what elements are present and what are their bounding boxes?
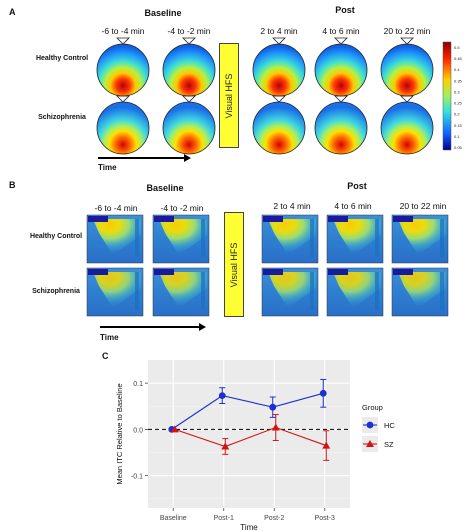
topomap-sz-2 xyxy=(252,95,306,155)
spectrogram-tile xyxy=(391,267,449,317)
panel-c-chart: 0.1 0.0 -0.1 Baseline Post-1 Post-2 Post-3 Time… xyxy=(115,360,395,531)
colorbar-tick-label: 0.35 xyxy=(454,78,463,83)
panel-a-row-hc: Healthy Control xyxy=(35,55,89,62)
data-point-hc xyxy=(218,392,226,400)
panel-a-time-4: 20 to 22 min xyxy=(383,26,431,36)
panel-b-hfs-box: Visual HFS xyxy=(224,212,244,317)
legend-marker-sz xyxy=(366,440,374,447)
panel-a-post-title: Post xyxy=(335,5,355,15)
panel-a-label: A xyxy=(9,7,16,17)
colorbar-tick-label: 0.15 xyxy=(454,123,463,128)
data-point-sz xyxy=(322,441,331,449)
spectrogram-tile xyxy=(152,267,210,317)
panel-a-time-0: -6 to -4 min xyxy=(101,26,145,36)
data-point-sz xyxy=(271,423,280,431)
legend-title: Group xyxy=(362,403,383,412)
panel-b-time-0: -6 to -4 min xyxy=(94,203,138,213)
panel-b-time-arrowhead xyxy=(199,323,206,331)
panel-b-row-hc: Healthy Control xyxy=(29,233,83,240)
panel-b-time-arrow xyxy=(100,326,200,328)
panel-a-topomaps: 0.5 0.45 0.4 0.35 0.3 0.25 0.2 0.15 0.1 0.05 xyxy=(96,37,463,155)
spectrogram-tile xyxy=(326,214,384,264)
panel-a-time-1: -4 to -2 min xyxy=(167,26,211,36)
series-line-hc xyxy=(171,392,324,430)
panel-a-time-label: Time xyxy=(98,163,117,172)
x-tick-label: Post-2 xyxy=(264,515,284,522)
data-point-hc xyxy=(269,403,277,411)
panel-a-colorbar xyxy=(442,41,452,151)
panel-a-colorbar-ticks: 0.5 0.45 0.4 0.35 0.3 0.25 0.2 0.15 0.1 0.05 xyxy=(454,45,463,150)
spectrogram-tile xyxy=(326,267,384,317)
legend-label: SZ xyxy=(384,440,394,449)
spectrogram-tile xyxy=(261,267,319,317)
topomap-sz-0 xyxy=(96,95,150,155)
colorbar-tick-label: 0.3 xyxy=(454,89,460,94)
colorbar-tick-label: 0.1 xyxy=(454,134,460,139)
colorbar-tick-label: 0.25 xyxy=(454,101,463,106)
panel-a-hfs-box: Visual HFS xyxy=(219,43,239,148)
y-tick-label: 0.0 xyxy=(133,427,143,434)
topomap-sz-3 xyxy=(314,95,368,155)
plot-background xyxy=(148,360,350,508)
panel-b-row-sz: Schizophrenia xyxy=(32,288,80,295)
x-axis-label: Time xyxy=(240,523,258,531)
x-tick-label: Post-3 xyxy=(315,515,335,522)
spectrogram-tile xyxy=(152,214,210,264)
panel-b-post-title: Post xyxy=(347,181,367,191)
panel-c-label: C xyxy=(102,351,109,361)
panel-a-time-2: 2 to 4 min xyxy=(260,26,298,36)
series-line-sz xyxy=(174,426,327,448)
y-axis-label: Mean ITC Relative to Baseline xyxy=(115,383,124,484)
panel-a-row-sz: Schizophrenia xyxy=(38,114,86,121)
panel-b-time-4: 20 to 22 min xyxy=(399,201,447,211)
colorbar-tick-label: 0.4 xyxy=(454,67,460,72)
spectrogram-tile xyxy=(86,267,144,317)
x-tick-label: Baseline xyxy=(160,515,187,522)
panel-a-baseline-title: Baseline xyxy=(144,8,182,18)
colorbar-tick-label: 0.2 xyxy=(454,112,460,117)
colorbar-tick-label: 0.5 xyxy=(454,45,460,50)
data-point-sz xyxy=(221,442,230,450)
panel-b-time-2: 2 to 4 min xyxy=(273,201,311,211)
spectrogram-tile xyxy=(86,214,144,264)
panel-b-spectrograms xyxy=(86,214,449,317)
colorbar-tick-label: 0.05 xyxy=(454,145,463,150)
legend-label: HC xyxy=(384,421,395,430)
topomap-hc-3 xyxy=(314,37,368,97)
panel-b-label: B xyxy=(9,180,16,190)
legend-marker-hc xyxy=(366,421,374,429)
y-tick-label: -0.1 xyxy=(131,474,143,481)
panel-b-hfs-label: Visual HFS xyxy=(229,242,239,287)
x-tick-label: Post-1 xyxy=(214,515,234,522)
topomap-hc-0 xyxy=(96,37,150,97)
data-point-hc xyxy=(319,389,327,397)
panel-b-time-3: 4 to 6 min xyxy=(334,201,372,211)
panel-a-time-arrow xyxy=(98,157,184,159)
panel-b-baseline-title: Baseline xyxy=(146,183,184,193)
panel-a-time-3: 4 to 6 min xyxy=(322,26,360,36)
data-point-sz xyxy=(170,425,179,433)
topomap-sz-4 xyxy=(380,95,434,155)
panel-a-time-arrowhead xyxy=(184,154,191,162)
spectrogram-tile xyxy=(391,214,449,264)
panel-b-time-1: -4 to -2 min xyxy=(160,203,204,213)
y-tick-label: 0.1 xyxy=(133,381,143,388)
panel-b-time-label: Time xyxy=(100,333,119,342)
spectrogram-tile xyxy=(261,214,319,264)
colorbar-tick-label: 0.45 xyxy=(454,56,463,61)
